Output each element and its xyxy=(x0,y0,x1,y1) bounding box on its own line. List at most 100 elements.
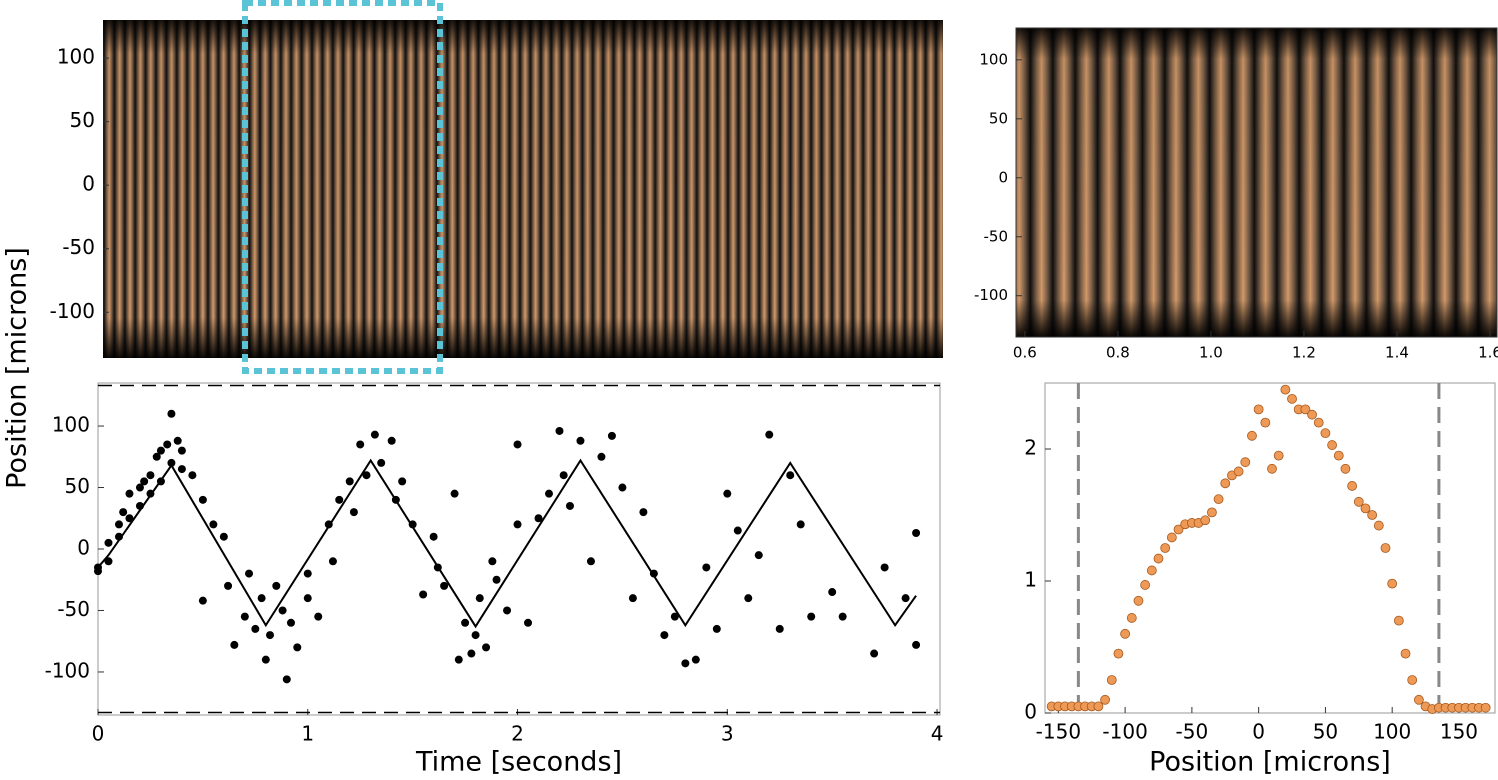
data-point xyxy=(1393,615,1404,626)
data-point xyxy=(559,471,568,480)
data-point xyxy=(303,569,312,578)
data-point xyxy=(198,596,207,605)
data-point xyxy=(387,436,396,445)
data-point xyxy=(114,532,123,541)
x-tick-label: 3 xyxy=(721,722,734,746)
data-point xyxy=(754,551,763,560)
data-point xyxy=(173,436,182,445)
data-point xyxy=(586,557,595,566)
data-point xyxy=(901,594,910,603)
data-point xyxy=(345,477,354,486)
data-point xyxy=(733,526,742,535)
data-point xyxy=(912,640,921,649)
kymograph-zoom xyxy=(1015,27,1498,338)
data-point xyxy=(1367,510,1378,520)
data-point xyxy=(1360,503,1371,514)
y-tick-label: 100 xyxy=(52,413,90,437)
y-tick-label: 0 xyxy=(998,168,1008,186)
data-point xyxy=(1407,675,1418,685)
data-point xyxy=(391,495,400,504)
data-point xyxy=(744,594,753,603)
data-point xyxy=(691,655,700,664)
data-point xyxy=(429,532,438,541)
data-point xyxy=(419,590,428,599)
data-point xyxy=(140,477,149,486)
data-point xyxy=(114,520,123,529)
data-point xyxy=(314,612,323,621)
data-point xyxy=(1106,675,1117,685)
plot-frame xyxy=(97,382,941,716)
y-axis-label: Position [microns] xyxy=(2,247,33,489)
data-point xyxy=(1146,565,1157,576)
x-tick-label: 0.8 xyxy=(1106,344,1130,362)
data-point xyxy=(1313,417,1324,428)
data-point xyxy=(198,495,207,504)
data-point xyxy=(230,640,239,649)
data-point xyxy=(257,594,266,603)
data-point xyxy=(1340,463,1351,474)
data-point xyxy=(1353,496,1364,507)
data-point xyxy=(251,624,260,633)
data-point xyxy=(681,659,690,668)
data-point xyxy=(1173,524,1184,535)
data-point xyxy=(454,655,463,664)
x-tick-label: 2 xyxy=(511,722,524,746)
data-point xyxy=(482,643,491,652)
y-tick-label: 0 xyxy=(82,172,95,196)
x-tick-label: -50 xyxy=(1176,720,1209,744)
x-tick-label: -100 xyxy=(1102,720,1147,744)
data-point xyxy=(1327,440,1337,450)
data-point xyxy=(188,471,197,480)
data-point xyxy=(286,618,295,627)
x-tick-label: 1.2 xyxy=(1292,344,1316,362)
data-point xyxy=(607,431,616,440)
data-point xyxy=(1387,578,1398,589)
x-axis-label: Time [seconds] xyxy=(415,747,622,778)
data-point xyxy=(488,557,497,566)
data-point xyxy=(1100,694,1110,705)
data-point xyxy=(278,606,287,615)
data-point xyxy=(712,624,721,633)
y-tick-label: -50 xyxy=(57,597,90,621)
y-tick-label: 50 xyxy=(65,474,90,498)
data-point xyxy=(576,436,585,445)
y-tick-label: 100 xyxy=(979,50,1008,68)
data-point xyxy=(1307,409,1317,420)
data-point xyxy=(177,446,186,455)
data-point xyxy=(224,581,233,590)
data-point xyxy=(440,581,449,590)
data-point xyxy=(104,538,113,547)
data-point xyxy=(119,508,128,517)
data-point xyxy=(135,501,144,510)
data-point xyxy=(1267,463,1277,474)
x-tick-label: 100 xyxy=(1373,720,1411,744)
data-point xyxy=(146,471,155,480)
plot-frame xyxy=(1044,382,1496,714)
data-point xyxy=(838,612,847,621)
x-tick-label: 1.4 xyxy=(1385,344,1409,362)
data-point xyxy=(660,631,669,640)
x-axis-label: Position [microns] xyxy=(1149,747,1391,778)
data-point xyxy=(167,458,176,467)
data-point xyxy=(597,452,606,461)
data-point xyxy=(912,529,921,538)
data-point xyxy=(209,520,218,529)
data-point xyxy=(471,631,480,640)
data-point xyxy=(492,575,501,584)
data-point xyxy=(94,567,102,576)
data-point xyxy=(282,675,291,684)
data-point xyxy=(266,631,275,640)
data-point xyxy=(377,458,386,467)
data-point xyxy=(1126,613,1137,623)
data-point xyxy=(219,532,228,541)
y-tick-label: 1 xyxy=(1024,568,1037,592)
y-tick-label: -100 xyxy=(974,286,1008,304)
data-point xyxy=(272,581,281,590)
data-point xyxy=(1200,515,1211,526)
data-point xyxy=(408,520,417,529)
data-point xyxy=(245,569,254,578)
y-tick-label: 100 xyxy=(57,45,95,69)
fit-line xyxy=(97,458,917,629)
x-tick-label: 0 xyxy=(92,722,105,746)
data-point xyxy=(163,440,172,449)
